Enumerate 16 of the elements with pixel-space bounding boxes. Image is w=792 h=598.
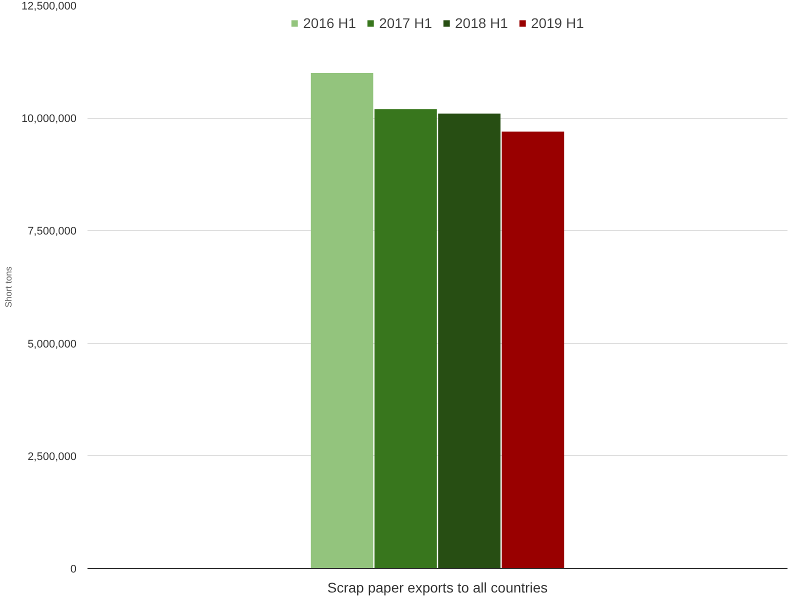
x-tick-label: Scrap paper exports to all countries [327, 580, 548, 596]
y-tick-label: 2,500,000 [28, 450, 76, 463]
y-tick-label: 7,500,000 [28, 226, 76, 238]
bar [374, 109, 437, 568]
y-axis-title: Short tons [3, 266, 14, 308]
legend-label: 2016 H1 [303, 15, 356, 31]
bar [438, 114, 500, 568]
bar [502, 132, 564, 568]
bar [310, 73, 374, 568]
y-tick-label: 5,000,000 [28, 338, 76, 350]
legend-label: 2017 H1 [379, 15, 432, 31]
y-tick-label: 0 [70, 564, 77, 576]
legend-label: 2018 H1 [455, 15, 508, 31]
y-tick-label: 12,500,000 [21, 0, 77, 12]
y-tick-label: 10,000,000 [21, 113, 77, 126]
legend-label: 2019 H1 [530, 15, 584, 31]
